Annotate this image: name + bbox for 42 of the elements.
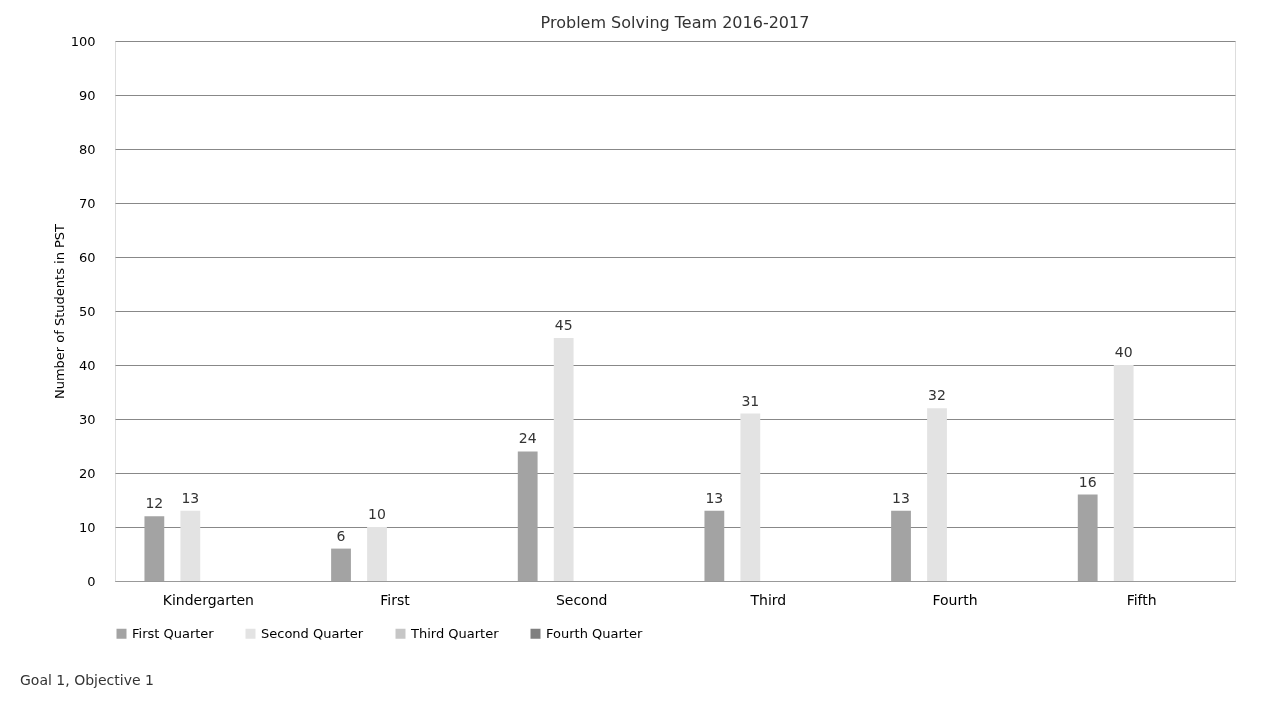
chart-title: Problem Solving Team 2016-2017: [540, 13, 810, 32]
y-tick-label: 40: [78, 357, 96, 373]
bar: [180, 510, 201, 581]
legend-label: Third Quarter: [410, 625, 500, 641]
data-label: 13: [892, 489, 910, 506]
data-label: 10: [368, 506, 386, 522]
x-tick-label: Second: [555, 591, 608, 608]
data-label: 12: [145, 495, 164, 512]
data-label: 13: [181, 489, 200, 506]
x-tick-label: Third: [749, 591, 787, 608]
bar: [740, 413, 761, 581]
x-tick-label: Fourth: [932, 591, 978, 608]
bar: [553, 338, 574, 581]
legend-label: Fourth Quarter: [546, 625, 643, 641]
bar: [1113, 365, 1134, 581]
y-tick-label: 20: [78, 465, 96, 481]
y-tick-label: 60: [78, 249, 96, 265]
legend-label: First Quarter: [132, 625, 215, 641]
data-label: 31: [741, 392, 760, 409]
y-tick-label: 30: [78, 411, 96, 427]
y-tick-label: 10: [78, 519, 96, 535]
y-axis-title: Number of Students in PST: [51, 223, 67, 400]
y-tick-label: 50: [78, 303, 96, 319]
y-tick-label: 70: [78, 195, 96, 211]
data-label: 6: [336, 527, 346, 544]
bar: [927, 408, 947, 581]
data-label: 40: [1114, 344, 1133, 360]
text: Goal 1, Objective 1: [20, 672, 154, 688]
x-tick-label: First: [380, 591, 411, 608]
bar: [367, 527, 387, 581]
data-label: 32: [928, 387, 946, 404]
x-tick-label: Kindergarten: [162, 591, 254, 608]
legend-label: Second Quarter: [261, 625, 364, 641]
data-label: 13: [705, 489, 724, 506]
y-tick-label: 90: [78, 87, 96, 103]
x-tick-label: Fifth: [1126, 591, 1157, 608]
y-tick-label: 80: [78, 141, 96, 157]
data-label: 24: [518, 430, 537, 447]
y-tick-label: 0: [87, 573, 96, 589]
y-tick-label: 100: [70, 33, 96, 49]
data-label: 16: [1078, 473, 1097, 490]
data-label: 45: [554, 317, 573, 333]
